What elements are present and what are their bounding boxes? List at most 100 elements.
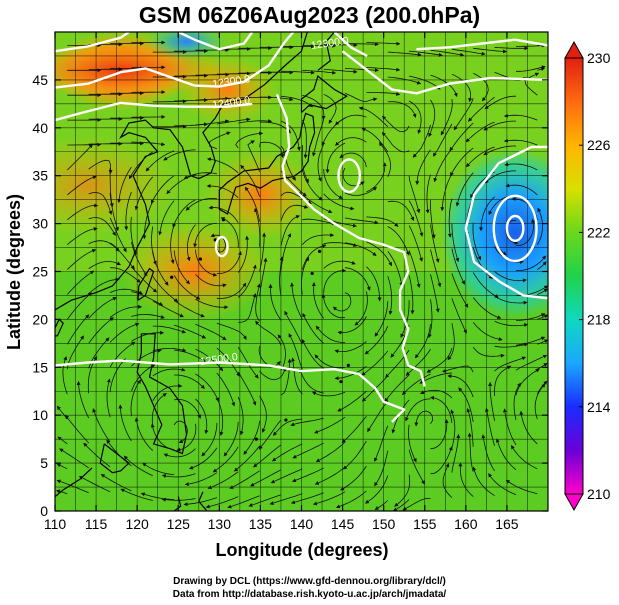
streamline: [387, 76, 422, 85]
streamline: [467, 432, 474, 472]
streamline: [494, 46, 529, 51]
streamline: [323, 193, 355, 211]
streamline: [366, 41, 401, 46]
streamline: [88, 191, 113, 215]
streamline: [88, 296, 118, 319]
coastline: [173, 496, 182, 511]
streamline: [131, 291, 164, 306]
streamline: [515, 336, 546, 346]
streamline: [288, 333, 303, 370]
height-contours: 12300.0 12300.0 12400.0 12500.0: [55, 32, 548, 423]
streamline: [186, 224, 196, 262]
streamline: [299, 368, 324, 394]
streamline: [201, 422, 218, 457]
credit-data-source: Data from http://database.rish.kyoto-u.a…: [172, 589, 447, 600]
streamline: [504, 162, 538, 171]
contour-line: [275, 93, 426, 387]
streamline: [174, 374, 205, 389]
coastline: [218, 112, 316, 215]
streamline: [207, 471, 239, 490]
streamline: [152, 325, 187, 334]
streamline: [277, 334, 286, 371]
streamline: [419, 389, 453, 399]
streamline: [243, 420, 260, 455]
lat-lon-grid: [55, 32, 548, 511]
streamline: [64, 414, 89, 444]
island: [284, 418, 288, 422]
colorbar-tick-label: 230: [587, 50, 611, 66]
streamline: [516, 65, 546, 72]
streamline: [109, 358, 126, 393]
streamline: [176, 423, 197, 452]
streamline: [238, 293, 257, 323]
streamline: [323, 69, 358, 74]
streamline: [280, 233, 292, 271]
streamline: [472, 297, 502, 320]
streamline: [142, 201, 154, 240]
streamline: [364, 325, 389, 355]
streamline: [216, 250, 242, 274]
streamline: [272, 418, 303, 436]
streamline: [335, 137, 367, 146]
streamline: [238, 119, 273, 124]
contour-line: [341, 50, 548, 95]
streamline: [195, 119, 230, 126]
streamline: [66, 335, 84, 370]
streamline: [301, 244, 327, 270]
streamline: [302, 69, 337, 75]
streamline: [425, 174, 431, 214]
x-tick-label: 140: [290, 516, 314, 532]
streamline: [408, 424, 417, 463]
streamline: [384, 374, 410, 403]
streamline: [430, 419, 449, 450]
streamline: [451, 223, 460, 263]
streamline: [536, 380, 548, 395]
streamline: [451, 273, 469, 308]
streamline: [302, 218, 336, 226]
colorbar-min-arrow: [564, 493, 584, 512]
streamline: [366, 216, 399, 227]
streamline: [494, 356, 527, 372]
streamline: [344, 186, 378, 196]
streamline: [387, 101, 417, 118]
streamline: [311, 119, 325, 157]
streamline: [57, 436, 68, 445]
contour-label: 12300.0: [310, 35, 349, 52]
streamline: [131, 141, 166, 147]
streamline: [67, 270, 95, 295]
streamline: [163, 149, 196, 161]
colorbar-tick-label: 222: [587, 224, 611, 240]
streamline: [483, 145, 516, 156]
streamline: [344, 242, 377, 257]
streamline: [163, 448, 196, 458]
streamline: [152, 367, 186, 377]
streamline: [537, 363, 548, 370]
streamline: [109, 242, 135, 270]
streamline: [83, 442, 111, 468]
streamline: [255, 320, 282, 346]
streamline: [344, 217, 379, 225]
streamline: [367, 400, 389, 433]
streamline: [392, 499, 410, 511]
colorbar-max-arrow: [564, 40, 584, 59]
x-tick-label: 155: [413, 516, 437, 532]
streamline: [271, 443, 303, 462]
streamline: [152, 276, 179, 303]
streamline: [216, 397, 224, 436]
streamline: [259, 121, 291, 134]
coastline: [317, 32, 335, 71]
streamline: [502, 408, 517, 446]
streamline: [479, 196, 495, 232]
streamline: [110, 267, 141, 283]
streamline: [515, 255, 547, 272]
y-tick-label: 45: [32, 72, 48, 88]
streamline: [451, 434, 461, 473]
y-tick-label: 25: [32, 264, 48, 280]
streamline: [337, 390, 367, 412]
streamline: [174, 73, 209, 78]
streamline: [250, 469, 282, 487]
streamline: [408, 275, 415, 315]
streamline: [440, 99, 453, 136]
streamline: [387, 200, 415, 222]
streamline: [430, 49, 465, 57]
